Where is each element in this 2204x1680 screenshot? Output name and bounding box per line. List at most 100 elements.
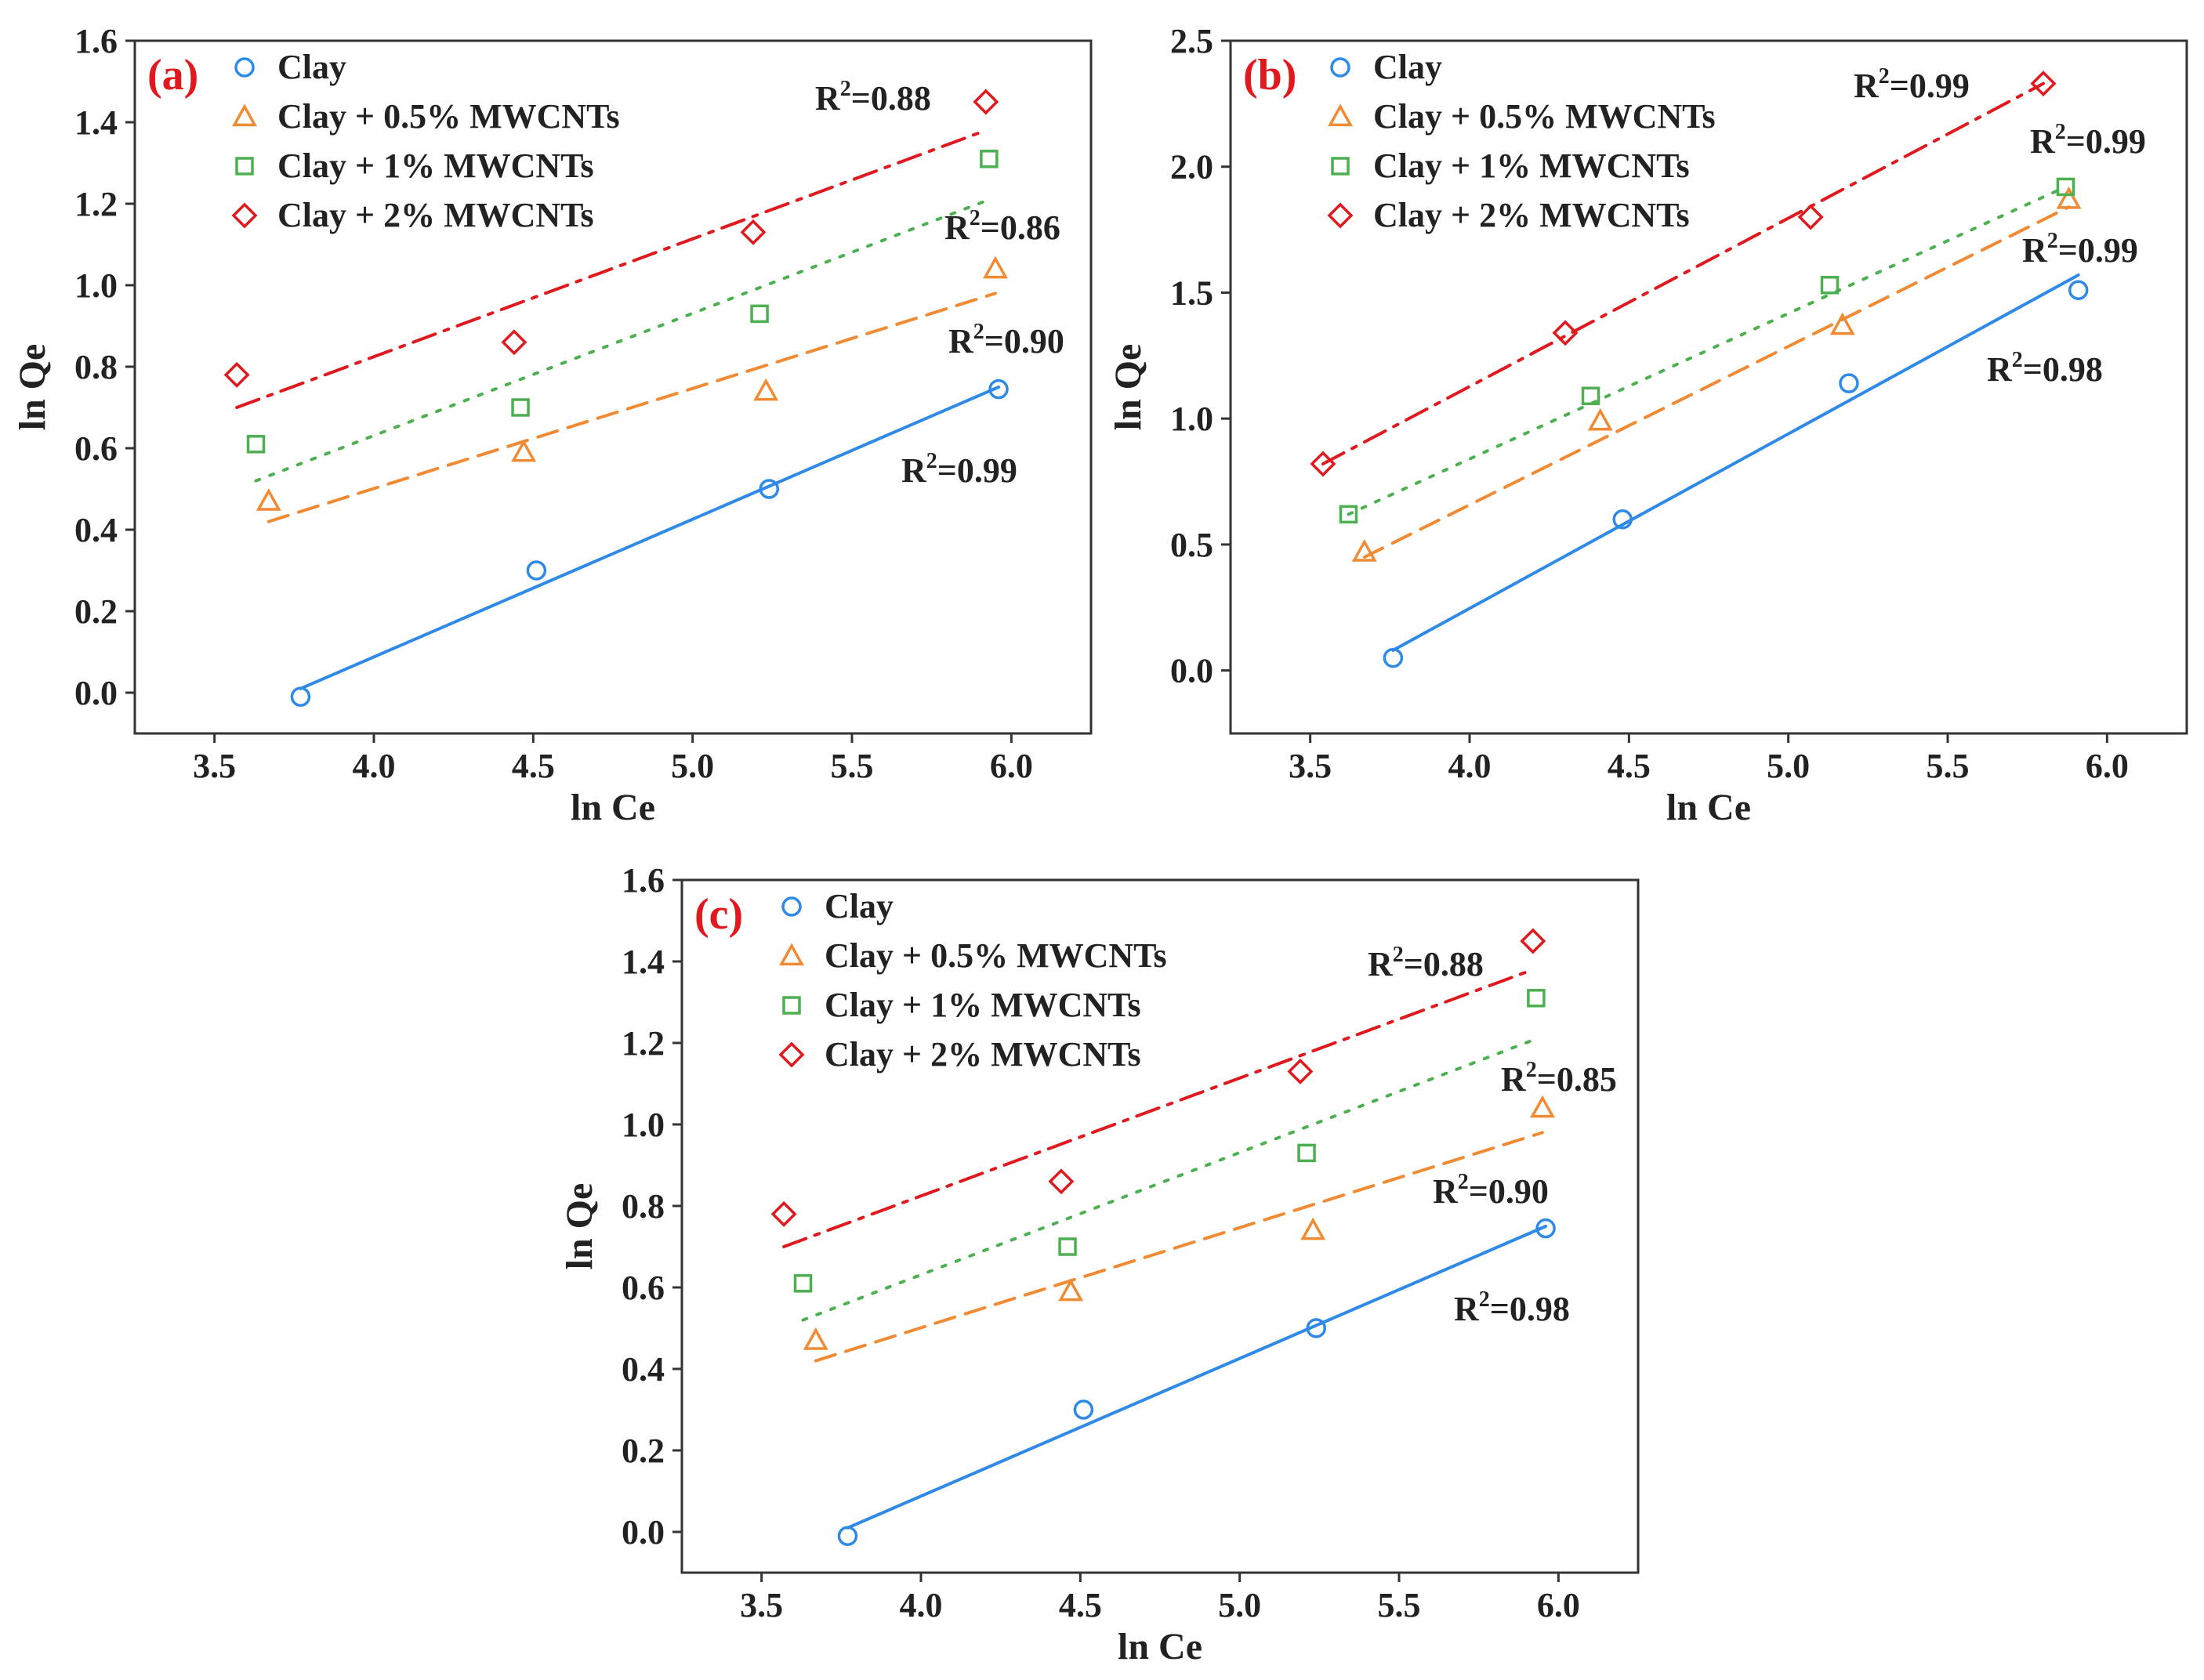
legend-entry: Clay + 2% MWCNTs [825,1035,1141,1074]
legend-marker [234,57,255,78]
data-point [1058,1237,1077,1256]
fit-line [814,1131,1544,1363]
data-point [770,1200,797,1227]
data-point [1351,538,1377,562]
r-squared-label: R2=0.99 [2030,120,2146,161]
x-tick-label: 3.5 [740,1586,783,1624]
legend-entry: Clay + 0.5% MWCNTs [1373,97,1716,136]
data-point [1552,320,1579,346]
y-tick-label: 1.6 [74,22,118,60]
legend-marker [232,103,257,127]
y-axis-label: ln Qe [12,344,53,431]
x-tick-label: 5.0 [1767,747,1810,785]
x-tick-label: 4.0 [1448,747,1492,785]
data-point [511,398,530,417]
series-1: R2=0.90 [803,1095,1555,1363]
data-point [1530,1095,1555,1118]
legend-marker [231,202,258,229]
legend-entry: Clay + 1% MWCNTs [1373,147,1690,185]
data-point [1339,505,1358,524]
legend-entry: Clay + 2% MWCNTs [1373,196,1690,234]
series-2: R2=0.85 [793,989,1617,1322]
legend: Clay Clay + 0.5% MWCNTs Clay + 1% MWCNTs Cl… [1327,48,1716,234]
r-squared-label: R2=0.86 [944,206,1060,247]
r-squared-label: R2=0.98 [1454,1287,1570,1328]
x-tick-label: 4.0 [900,1586,943,1624]
y-tick-label: 0.6 [622,1269,665,1307]
y-tick-label: 0.2 [622,1432,665,1470]
x-tick-label: 3.5 [1289,747,1332,785]
fit-line [266,291,997,523]
data-point [793,1274,813,1293]
fit-line [782,968,1535,1248]
data-point [1520,928,1546,954]
r-squared-label: R2=0.88 [1368,943,1484,983]
x-axis-label: ln Ce [1666,787,1751,828]
data-point [1587,407,1613,431]
legend-entry: Clay + 2% MWCNTs [277,196,594,234]
data-point [753,378,779,401]
fit-line [1362,205,2071,559]
data-point [1297,1143,1316,1163]
data-point [1300,1217,1326,1240]
x-tick-label: 4.0 [353,747,396,785]
data-point [1306,1318,1327,1338]
data-point [740,219,767,245]
data-point [973,89,999,115]
panel-c: 3.5 4.0 4.5 5.0 5.5 6.0 0.0 0.2 0.4 0.6 0.8 1.0 1.2 1… [559,861,1640,1667]
legend-entry: Clay [1373,48,1442,86]
y-tick-label: 1.5 [1170,273,1213,312]
y-tick-label: 0.6 [74,429,118,468]
y-tick-label: 1.2 [622,1024,665,1063]
y-tick-label: 1.0 [74,266,118,305]
x-axis-label: ln Ce [571,787,655,828]
data-point [1612,509,1633,530]
y-tick-label: 1.6 [622,861,665,900]
data-point [246,435,266,454]
r-squared-label: R2=0.88 [815,77,931,118]
y-tick-label: 0.0 [1170,652,1213,690]
data-point [2056,177,2075,197]
data-point [526,560,547,581]
panel-label: (a) [147,51,198,100]
r-squared-label: R2=0.90 [1433,1170,1549,1211]
legend-entry: Clay [825,887,894,925]
fit-line [299,386,1001,690]
x-tick-label: 5.0 [671,747,714,785]
legend-entry: Clay [277,48,346,86]
series-2: R2=0.99 [1339,120,2146,524]
legend-marker [781,896,802,917]
fit-line [254,197,991,483]
y-tick-label: 0.2 [74,592,118,631]
data-point [256,487,281,511]
data-point [837,1526,858,1546]
data-point [1820,276,1840,295]
series-3: R2=0.88 [770,928,1546,1248]
legend-marker [235,157,254,176]
plot-frame [680,878,1640,1574]
r-squared-label: R2=0.99 [2022,229,2138,270]
data-point [1829,312,1855,335]
series-1: R2=0.99 [1351,186,2138,562]
data-point [501,329,527,356]
series-0: R2=0.99 [290,378,1017,707]
y-tick-label: 0.0 [74,674,118,712]
data-point [750,304,769,324]
legend: Clay Clay + 0.5% MWCNTs Clay + 1% MWCNTs Cl… [778,887,1167,1074]
y-tick-label: 0.4 [622,1350,665,1389]
legend-marker [782,996,801,1015]
x-tick-label: 6.0 [1537,1586,1580,1624]
y-tick-label: 0.8 [74,348,118,386]
data-point [1058,1278,1084,1302]
data-point [1839,373,1859,393]
r-squared-label: R2=0.85 [1501,1058,1617,1099]
series-3: R2=0.88 [223,77,999,409]
x-axis-label: ln Ce [1118,1626,1202,1667]
x-tick-label: 5.5 [1378,1586,1421,1624]
legend-entry: Clay + 0.5% MWCNTs [825,936,1167,975]
data-point [1310,451,1336,477]
data-point [1797,204,1824,230]
y-tick-label: 0.5 [1170,526,1213,564]
fit-line [235,129,988,409]
legend-marker [1330,57,1350,78]
